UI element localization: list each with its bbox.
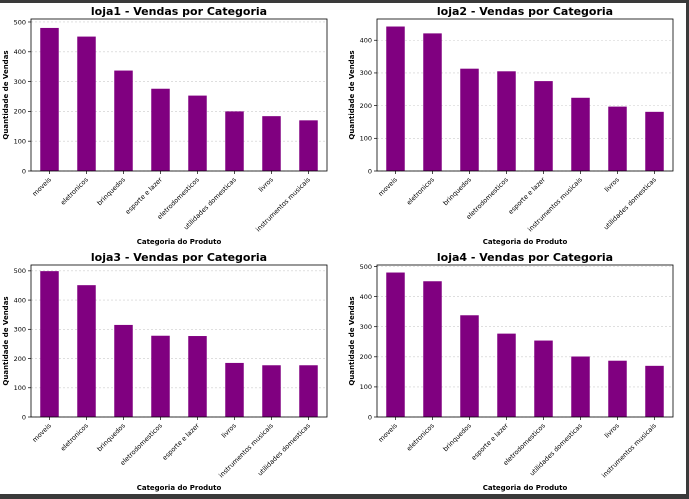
plot-frame bbox=[376, 18, 674, 172]
y-tick-label: 200 bbox=[360, 102, 372, 110]
chart-2: 0 100 200 300 400 moveis eletronicos brinquedos… bbox=[348, 5, 674, 246]
x-tick-label: livros bbox=[257, 175, 275, 193]
bar bbox=[460, 68, 479, 171]
x-tick-label: moveis bbox=[31, 175, 54, 198]
bar bbox=[386, 272, 405, 417]
chart-title: loja2 - Vendas por Categoria bbox=[437, 5, 613, 18]
y-tick-label: 300 bbox=[360, 323, 372, 331]
chart-title: loja1 - Vendas por Categoria bbox=[91, 5, 267, 18]
bar bbox=[262, 116, 281, 171]
x-tick-label: livros bbox=[603, 421, 621, 439]
bar bbox=[77, 36, 96, 171]
x-axis-label: Categoria do Produto bbox=[483, 238, 568, 246]
y-tick-label: 200 bbox=[14, 108, 26, 116]
y-tick-label: 400 bbox=[360, 37, 372, 45]
y-tick-label: 200 bbox=[360, 353, 372, 361]
x-tick-label: livros bbox=[603, 175, 621, 193]
x-tick-label: esporte e lazer bbox=[161, 422, 201, 462]
bar bbox=[114, 70, 133, 171]
y-tick-label: 300 bbox=[14, 78, 26, 86]
y-axis-label: Quantidade de Vendas bbox=[348, 296, 356, 385]
x-axis-label: Categoria do Produto bbox=[137, 238, 222, 246]
y-axis-label: Quantidade de Vendas bbox=[348, 50, 356, 139]
bar bbox=[188, 95, 207, 171]
bar bbox=[645, 365, 664, 417]
bar bbox=[299, 120, 318, 171]
y-axis-label: Quantidade de Vendas bbox=[2, 296, 10, 385]
window-frame-bottom bbox=[0, 494, 689, 499]
x-tick-label: eletronicos bbox=[405, 421, 436, 452]
y-tick-label: 0 bbox=[22, 167, 26, 175]
chart-1: 0 100 200 300 400 500 moveis eletronicos brinque… bbox=[2, 5, 328, 246]
bar bbox=[423, 33, 442, 171]
bar bbox=[151, 88, 170, 171]
x-tick-label: brinquedos bbox=[95, 175, 127, 207]
y-tick-label: 400 bbox=[360, 293, 372, 301]
bar bbox=[151, 335, 170, 417]
bar bbox=[40, 271, 59, 417]
y-tick-label: 500 bbox=[14, 267, 26, 275]
bar bbox=[77, 285, 96, 417]
bar bbox=[262, 365, 281, 417]
y-tick-label: 0 bbox=[368, 413, 372, 421]
bar bbox=[497, 71, 516, 171]
bar bbox=[386, 26, 405, 171]
chart-4: 0 100 200 300 400 500 moveis eletronicos brinque… bbox=[348, 251, 674, 492]
bar bbox=[225, 111, 244, 171]
y-tick-label: 400 bbox=[14, 296, 26, 304]
y-tick-label: 0 bbox=[368, 167, 372, 175]
x-tick-label: eletronicos bbox=[59, 175, 90, 206]
bar bbox=[299, 365, 318, 417]
x-tick-label: moveis bbox=[31, 421, 54, 444]
y-tick-label: 100 bbox=[14, 384, 26, 392]
bar bbox=[608, 106, 627, 171]
bar bbox=[225, 362, 244, 417]
y-tick-label: 100 bbox=[360, 383, 372, 391]
x-tick-label: moveis bbox=[377, 421, 400, 444]
y-tick-label: 400 bbox=[14, 48, 26, 56]
y-axis-label: Quantidade de Vendas bbox=[2, 50, 10, 139]
window-frame-top bbox=[0, 0, 689, 3]
chart-3: 0 100 200 300 400 500 moveis eletronicos brinque… bbox=[2, 251, 328, 492]
bar bbox=[534, 81, 553, 171]
y-tick-label: 300 bbox=[360, 69, 372, 77]
x-tick-label: eletronicos bbox=[405, 175, 436, 206]
bar bbox=[608, 360, 627, 417]
bar bbox=[460, 315, 479, 417]
y-tick-label: 100 bbox=[14, 137, 26, 145]
y-tick-label: 500 bbox=[14, 18, 26, 26]
bar bbox=[188, 336, 207, 417]
y-tick-label: 200 bbox=[14, 355, 26, 363]
bar bbox=[571, 356, 590, 417]
x-tick-label: esporte e lazer bbox=[507, 176, 547, 216]
bar bbox=[497, 333, 516, 417]
x-axis-label: Categoria do Produto bbox=[483, 484, 568, 492]
x-tick-label: esporte e lazer bbox=[470, 422, 510, 462]
x-tick-label: brinquedos bbox=[95, 421, 127, 453]
x-tick-label: eletronicos bbox=[59, 421, 90, 452]
x-tick-label: brinquedos bbox=[441, 175, 473, 207]
y-tick-label: 0 bbox=[22, 413, 26, 421]
bar bbox=[114, 324, 133, 417]
bar bbox=[534, 340, 553, 417]
bar bbox=[645, 111, 664, 171]
y-tick-label: 500 bbox=[360, 263, 372, 271]
bar bbox=[423, 281, 442, 417]
x-tick-label: livros bbox=[220, 421, 238, 439]
x-tick-label: moveis bbox=[377, 175, 400, 198]
y-tick-label: 100 bbox=[360, 135, 372, 143]
plot-frame bbox=[376, 264, 674, 418]
y-tick-label: 300 bbox=[14, 326, 26, 334]
chart-title: loja4 - Vendas por Categoria bbox=[437, 251, 613, 264]
x-tick-label: brinquedos bbox=[441, 421, 473, 453]
x-axis-label: Categoria do Produto bbox=[137, 484, 222, 492]
bar bbox=[40, 27, 59, 171]
chart-title: loja3 - Vendas por Categoria bbox=[91, 251, 267, 264]
x-tick-label: esporte e lazer bbox=[124, 176, 164, 216]
window-frame-right bbox=[686, 0, 689, 499]
plot-frame bbox=[30, 18, 328, 172]
plot-frame bbox=[30, 264, 328, 418]
bar bbox=[571, 97, 590, 171]
